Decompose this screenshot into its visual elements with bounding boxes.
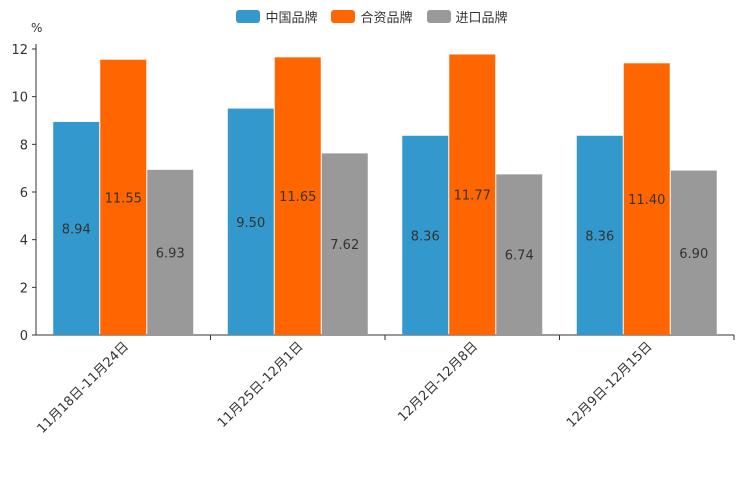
bar	[274, 57, 321, 335]
bar-value-label: 8.94	[62, 222, 91, 237]
y-tick-label: 0	[20, 329, 28, 344]
bar-value-label: 8.36	[585, 229, 614, 244]
legend: 中国品牌 合资品牌 进口品牌	[0, 7, 744, 26]
bar	[100, 59, 147, 335]
bar-value-label: 8.36	[411, 229, 440, 244]
y-axis-unit: %	[31, 21, 43, 35]
legend-item-china-brand[interactable]: 中国品牌	[236, 7, 317, 26]
bar	[227, 108, 274, 335]
bar	[321, 153, 368, 335]
bar	[623, 63, 670, 336]
bar-value-label: 11.55	[105, 191, 142, 206]
bar	[496, 174, 543, 335]
y-tick-label: 2	[20, 281, 28, 296]
bar-value-label: 11.65	[279, 190, 316, 205]
legend-item-import-brand[interactable]: 进口品牌	[426, 7, 508, 26]
legend-label-china-brand: 中国品牌	[265, 11, 318, 26]
bar-value-label: 6.74	[505, 249, 534, 264]
y-tick-label: 10	[11, 91, 28, 106]
y-tick-label: 12	[11, 43, 28, 58]
x-tick-label: 11月25日-12月1日	[215, 339, 307, 431]
legend-swatch-import-brand	[426, 10, 451, 23]
legend-item-jv-brand[interactable]: 合资品牌	[331, 7, 413, 26]
bar-value-label: 7.62	[330, 238, 359, 253]
legend-label-jv-brand: 合资品牌	[360, 11, 413, 26]
bar-value-label: 6.90	[679, 247, 708, 262]
y-tick-label: 8	[20, 138, 28, 153]
y-tick-label: 6	[20, 186, 28, 201]
bar-value-label: 11.40	[628, 193, 665, 208]
bar	[53, 121, 100, 336]
x-tick-label: 12月2日-12月8日	[395, 339, 481, 425]
bar	[449, 54, 496, 336]
bar	[147, 169, 194, 335]
bar	[576, 135, 623, 335]
legend-swatch-china-brand	[236, 10, 261, 23]
y-tick-label: 4	[20, 234, 28, 249]
legend-label-import-brand: 进口品牌	[455, 11, 508, 26]
bar	[670, 170, 717, 335]
bar-value-label: 11.77	[454, 189, 491, 204]
bar-value-label: 6.93	[156, 246, 185, 261]
bar	[402, 135, 449, 335]
x-tick-label: 11月18日-11月24日	[35, 339, 132, 436]
x-tick-label: 12月9日-12月15日	[564, 339, 656, 431]
bar-value-label: 9.50	[236, 216, 265, 231]
legend-swatch-jv-brand	[331, 10, 356, 23]
